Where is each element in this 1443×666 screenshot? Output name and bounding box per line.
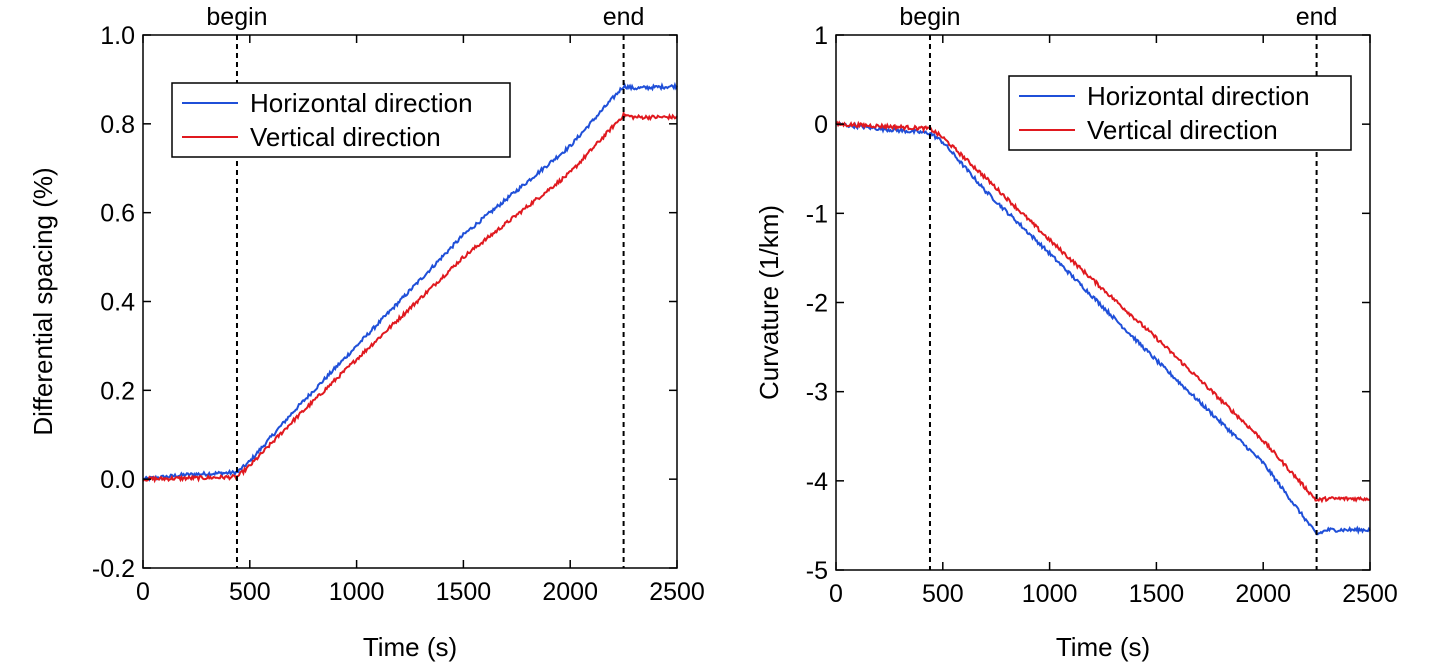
y-axis-title: Curvature (1/km): [754, 205, 784, 400]
y-tick-label: -5: [806, 557, 828, 585]
legend: Horizontal direction Vertical direction: [1008, 75, 1352, 151]
y-tick-label: 0: [814, 111, 828, 139]
y-tick-label: 1: [814, 22, 828, 50]
y-tick-label: 0.6: [100, 200, 135, 228]
y-tick-label: -1: [806, 200, 828, 228]
x-tick-label: 500: [229, 578, 271, 606]
x-axis-title: Time (s): [363, 632, 457, 662]
marker-label-end: end: [1296, 3, 1338, 31]
legend-label: Vertical direction: [1087, 115, 1278, 145]
x-tick-label: 2500: [649, 578, 705, 606]
y-tick-label: -2: [806, 290, 828, 318]
x-tick-label: 0: [136, 578, 150, 606]
legend-box: [171, 82, 511, 158]
x-tick-label: 1000: [1022, 580, 1078, 608]
y-tick-label: -4: [806, 468, 828, 496]
legend-label: Horizontal direction: [1087, 81, 1310, 111]
x-tick-label: 1500: [436, 578, 492, 606]
legend-label: Vertical direction: [250, 122, 441, 152]
series-line-horizontal: [836, 121, 1371, 536]
y-tick-label: -0.2: [92, 555, 135, 583]
legend-label: Horizontal direction: [250, 88, 473, 118]
x-axis-title: Time (s): [1056, 632, 1150, 662]
y-tick-label: 0.0: [100, 466, 135, 494]
y-axis-title: Differential spacing (%): [28, 167, 58, 435]
marker-label-begin: begin: [206, 3, 267, 31]
y-tick-label: 0.8: [100, 111, 135, 139]
chart-1: begin end 0 500 1000 1500 2000 2500 -0.2 0.0 0.2 0.…: [28, 3, 705, 662]
marker-label-begin: begin: [899, 3, 960, 31]
x-tick-label: 2500: [1342, 580, 1398, 608]
marker-label-end: end: [603, 3, 645, 31]
series-line-vertical: [142, 109, 678, 484]
x-tick-label: 1500: [1129, 580, 1185, 608]
x-tick-label: 2000: [542, 578, 598, 606]
x-tick-label: 1000: [329, 578, 385, 606]
y-tick-label: 0.4: [100, 289, 135, 317]
y-tick-label: 1.0: [100, 22, 135, 50]
chart-2: begin end 0 500 1000 1500 2000 2500 -5 -4 -3 -2 -1 0 1…: [754, 3, 1398, 662]
x-tick-label: 2000: [1235, 580, 1291, 608]
legend-box: [1008, 75, 1352, 151]
y-tick-label: -3: [806, 379, 828, 407]
series-line-vertical: [835, 120, 1371, 504]
x-tick-label: 500: [922, 580, 964, 608]
y-tick-label: 0.2: [100, 377, 135, 405]
series-line-horizontal: [142, 81, 678, 482]
legend: Horizontal direction Vertical direction: [171, 82, 511, 158]
x-tick-label: 0: [829, 580, 843, 608]
